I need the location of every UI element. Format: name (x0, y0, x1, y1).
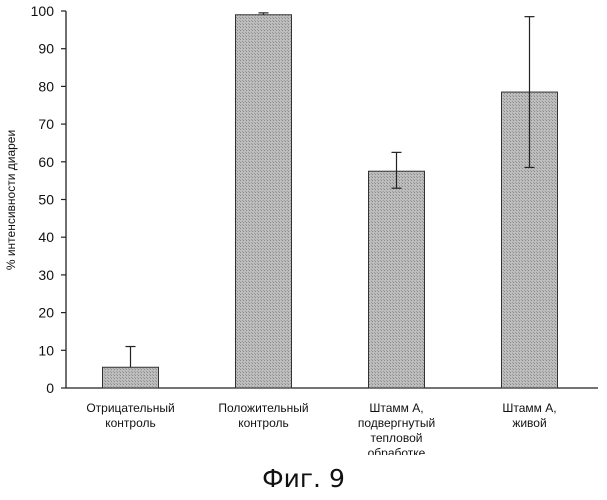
y-tick-label: 60 (38, 154, 54, 170)
category-label: Отрицательныйконтроль (86, 401, 174, 430)
bar-chart: 0 10 20 30 40 50 60 70 80 90 100 Отрицательныйконт… (0, 0, 607, 455)
category-label: Положительныйконтроль (218, 401, 308, 430)
bar (369, 171, 425, 388)
y-tick-label: 20 (38, 305, 54, 321)
bars (103, 15, 558, 388)
y-tick-label: 90 (38, 41, 54, 57)
y-tick-label: 100 (31, 3, 55, 19)
y-tick-label: 80 (38, 78, 54, 94)
bar (236, 15, 292, 388)
bar (103, 367, 159, 388)
category-labels: Отрицательныйконтроль Положительныйконтро… (86, 401, 556, 455)
error-bars (126, 13, 535, 367)
y-tick-label: 0 (46, 380, 54, 396)
y-tick-label: 30 (38, 267, 54, 283)
y-axis-label: % интенсивности диареи (4, 130, 18, 270)
y-tick-label: 10 (38, 342, 54, 358)
y-tick-label: 50 (38, 192, 54, 208)
figure-caption: Фиг. 9 (0, 464, 607, 493)
y-tick-label: 70 (38, 116, 54, 132)
category-label: Штамм А,подвергнутыйтепловойобработке (358, 401, 435, 455)
category-label: Штамм А,живой (502, 401, 556, 430)
y-tick-label: 40 (38, 229, 54, 245)
